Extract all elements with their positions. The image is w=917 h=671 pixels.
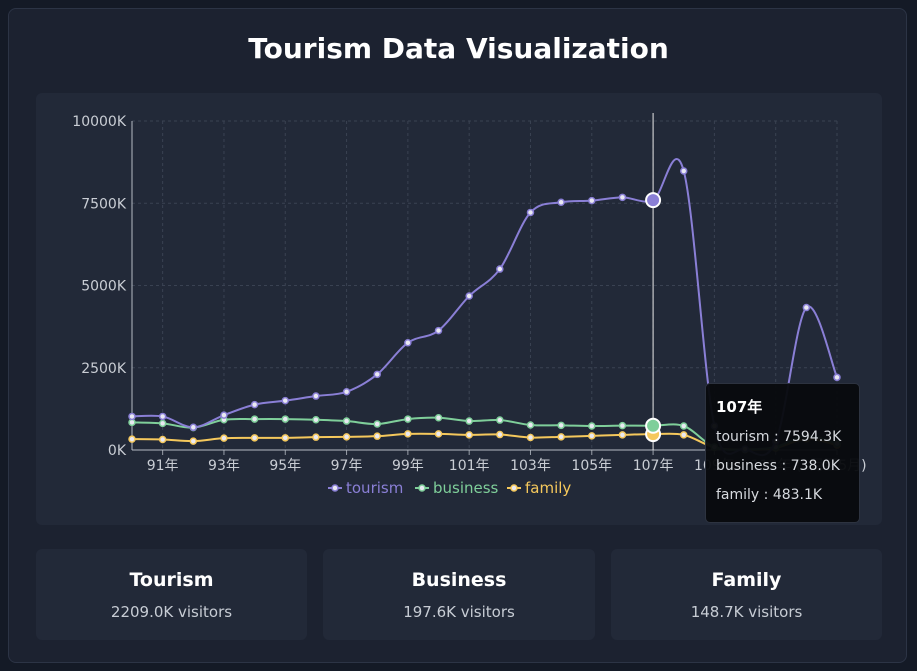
data-point-business: [588, 422, 596, 430]
stat-value: 2209.0K visitors: [110, 603, 233, 621]
data-point-tourism: [373, 370, 381, 379]
x-tick-label: 103年: [510, 458, 551, 474]
data-point-family: [342, 433, 351, 441]
data-point-family: [220, 434, 228, 442]
legend-swatch-dot: [331, 484, 339, 492]
data-point-tourism: [312, 392, 320, 400]
data-point-tourism: [833, 373, 841, 382]
x-tick-label: 93年: [208, 458, 240, 474]
data-point-tourism: [250, 400, 259, 409]
data-point-business: [645, 417, 662, 434]
data-point-business: [128, 418, 136, 427]
data-point-business: [557, 421, 565, 430]
stat-card-family: Family 148.7K visitors: [611, 549, 882, 640]
tooltip-row-tourism: tourism : 7594.3K: [716, 429, 842, 445]
y-tick-label: 5000K: [81, 279, 127, 295]
data-point-business: [250, 415, 259, 423]
data-point-tourism: [189, 423, 198, 432]
page-title: Tourism Data Visualization: [248, 32, 669, 65]
data-point-family: [588, 432, 596, 440]
chart-tooltip: 107年 tourism : 7594.3K business : 738.0K…: [705, 383, 860, 523]
legend-swatch-dot: [510, 484, 518, 492]
data-point-family: [465, 431, 473, 439]
data-point-tourism: [526, 208, 535, 217]
data-point-business: [496, 416, 504, 424]
data-point-family: [526, 433, 535, 442]
tooltip-row-business: business : 738.0K: [716, 458, 840, 474]
stat-card-business: Business 197.6K visitors: [323, 549, 595, 640]
stat-title: Business: [411, 569, 507, 591]
y-tick-label: 0K: [108, 443, 127, 459]
stat-value: 148.7K visitors: [690, 603, 803, 621]
data-point-family: [679, 431, 688, 439]
data-point-tourism: [465, 292, 473, 300]
data-point-family: [312, 433, 320, 441]
data-point-family: [496, 430, 504, 439]
data-point-business: [312, 415, 320, 424]
data-point-tourism: [496, 265, 504, 273]
legend-swatch-dot: [418, 484, 426, 492]
legend-item-family: family: [525, 479, 571, 497]
tooltip-title: 107年: [716, 398, 763, 416]
data-point-family: [250, 434, 259, 442]
data-point-tourism: [434, 326, 443, 335]
data-point-tourism: [618, 193, 627, 202]
data-point-family: [281, 434, 290, 442]
data-point-business: [465, 417, 473, 425]
data-point-family: [557, 433, 565, 441]
data-point-tourism: [342, 388, 351, 396]
data-point-tourism: [679, 167, 688, 175]
data-point-business: [434, 414, 443, 422]
x-tick-label: 95年: [269, 458, 301, 474]
y-tick-label: 7500K: [81, 196, 127, 212]
data-point-business: [404, 415, 412, 423]
stat-title: Tourism: [129, 569, 214, 591]
stat-card-tourism: Tourism 2209.0K visitors: [36, 549, 307, 640]
x-tick-label: 101年: [449, 458, 490, 474]
data-point-tourism: [588, 196, 596, 205]
data-point-family: [158, 435, 167, 444]
data-point-business: [158, 419, 167, 428]
stat-title: Family: [711, 569, 782, 591]
x-tick-label: 99年: [392, 458, 424, 474]
data-point-tourism: [557, 198, 565, 207]
data-point-family: [189, 437, 198, 445]
tooltip-row-family: family : 483.1K: [716, 487, 823, 503]
x-tick-label: 91年: [147, 458, 179, 474]
data-point-tourism: [645, 192, 662, 209]
data-point-tourism: [220, 411, 228, 419]
y-tick-label: 10000K: [72, 114, 127, 130]
data-point-business: [342, 417, 351, 425]
data-point-family: [404, 430, 412, 438]
stat-value: 197.6K visitors: [403, 603, 515, 621]
y-tick-label: 2500K: [81, 361, 127, 377]
data-point-family: [373, 432, 381, 440]
data-point-tourism: [404, 338, 412, 347]
data-point-tourism: [281, 396, 290, 405]
x-tick-label: 107年: [633, 458, 674, 474]
line-chart[interactable]: 0K 2500K 5000K 7500K 10000K 91年 93年 95年 97年 99年 10…: [36, 93, 882, 525]
data-point-tourism: [128, 412, 136, 421]
data-point-business: [618, 421, 627, 430]
x-tick-label: 105年: [571, 458, 612, 474]
data-point-business: [281, 415, 290, 423]
chart-panel: 0K 2500K 5000K 7500K 10000K 91年 93年 95年 97年 99年 10…: [36, 93, 882, 525]
legend-item-business: business: [433, 479, 499, 497]
data-point-business: [526, 421, 535, 429]
data-point-business: [679, 422, 688, 430]
x-tick-label: 97年: [331, 458, 363, 474]
data-point-business: [373, 420, 381, 428]
data-point-family: [618, 431, 627, 439]
data-point-family: [434, 430, 443, 438]
data-point-tourism: [802, 303, 811, 312]
data-point-tourism: [158, 412, 167, 421]
data-point-family: [128, 435, 136, 443]
legend-item-tourism: tourism: [346, 479, 403, 497]
